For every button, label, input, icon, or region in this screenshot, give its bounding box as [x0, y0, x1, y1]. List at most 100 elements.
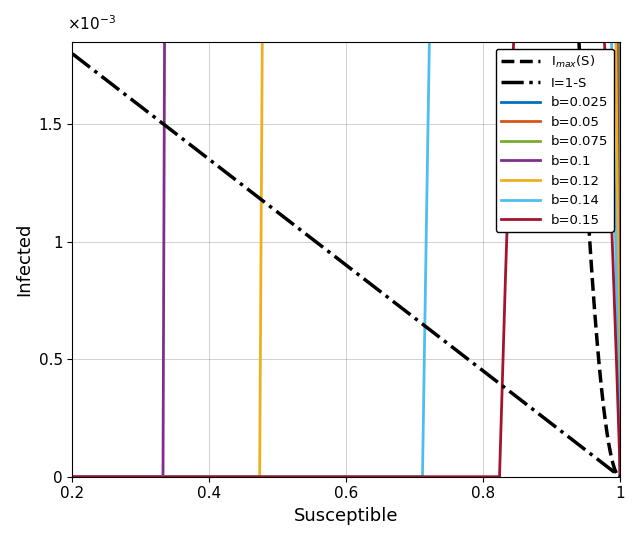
b=0.025: [615, 99, 623, 106]
b=0.075: [614, 138, 622, 144]
b=0.075: [616, 318, 623, 325]
b=0.05: [615, 213, 623, 219]
b=0.025: [616, 248, 623, 254]
I$_{max}$(S): [584, 200, 591, 206]
b=0.075: [614, 96, 622, 103]
b=0.1: [157, 474, 165, 480]
Line: b=0.025: b=0.025: [618, 9, 620, 474]
I$_{max}$(S): [595, 359, 603, 366]
Line: b=0.12: b=0.12: [59, 0, 620, 477]
b=0.1: [57, 474, 65, 480]
b=0.075: [614, 82, 622, 89]
Line: b=0.15: b=0.15: [59, 0, 620, 477]
b=0.075: [614, 40, 622, 47]
b=0.12: [172, 474, 179, 480]
b=0.025: [616, 303, 623, 310]
b=0.14: [612, 287, 620, 294]
b=0.05: [616, 261, 623, 268]
b=0.05: [616, 293, 623, 300]
b=0.05: [616, 278, 623, 284]
b=0.12: [137, 474, 145, 480]
b=0.025: [616, 471, 624, 477]
b=0.05: [615, 180, 623, 187]
b=0.05: [615, 197, 623, 203]
b=0.05: [615, 148, 623, 154]
I$_{max}$(S): [591, 310, 598, 316]
b=0.025: [615, 155, 623, 161]
Legend: I$_{max}$(S), I=1-S, b=0.025, b=0.05, b=0.075, b=0.1, b=0.12, b=0.14, b=0.15: I$_{max}$(S), I=1-S, b=0.025, b=0.05, b=…: [495, 49, 614, 232]
b=0.075: [616, 443, 624, 450]
b=0.025: [615, 136, 623, 143]
b=0.05: [616, 358, 623, 365]
b=0.05: [616, 326, 623, 332]
b=0.05: [616, 245, 623, 252]
b=0.075: [616, 276, 623, 283]
I=1-S: [518, 397, 525, 404]
b=0.15: [55, 474, 63, 480]
b=0.05: [614, 35, 622, 42]
b=0.075: [614, 55, 622, 61]
b=0.075: [615, 249, 623, 255]
b=0.14: [55, 474, 63, 480]
b=0.075: [616, 429, 624, 436]
b=0.05: [616, 471, 624, 477]
b=0.05: [616, 407, 624, 413]
b=0.075: [614, 0, 621, 5]
b=0.075: [616, 374, 623, 380]
X-axis label: Susceptible: Susceptible: [294, 507, 399, 525]
b=0.05: [616, 439, 624, 446]
b=0.05: [614, 3, 622, 9]
b=0.025: [616, 322, 623, 329]
b=0.05: [615, 164, 623, 171]
b=0.05: [615, 116, 623, 123]
b=0.15: [490, 474, 498, 480]
I$_{max}$(S): [588, 271, 596, 277]
b=0.025: [616, 397, 624, 403]
b=0.075: [616, 388, 623, 394]
I$_{max}$(S): [616, 474, 624, 480]
b=0.075: [615, 152, 623, 158]
I=1-S: [616, 474, 624, 480]
b=0.025: [616, 453, 624, 459]
b=0.05: [614, 84, 622, 90]
b=0.15: [616, 471, 624, 477]
b=0.14: [116, 474, 124, 480]
b=0.075: [616, 457, 624, 464]
Line: b=0.14: b=0.14: [59, 0, 620, 477]
Y-axis label: Infected: Infected: [15, 222, 33, 296]
b=0.05: [616, 309, 623, 316]
Line: b=0.075: b=0.075: [618, 2, 620, 474]
b=0.05: [616, 455, 624, 462]
I=1-S: [329, 252, 337, 258]
b=0.025: [615, 192, 623, 199]
b=0.15: [321, 474, 329, 480]
b=0.025: [615, 80, 623, 87]
b=0.075: [615, 262, 623, 269]
b=0.1: [104, 474, 112, 480]
b=0.14: [314, 474, 322, 480]
b=0.12: [220, 474, 227, 480]
b=0.12: [614, 242, 622, 249]
b=0.1: [613, 1, 621, 8]
b=0.1: [55, 474, 63, 480]
b=0.1: [74, 474, 82, 480]
b=0.025: [615, 43, 623, 50]
b=0.025: [616, 434, 624, 441]
b=0.05: [615, 132, 623, 138]
b=0.025: [614, 6, 622, 12]
b=0.05: [616, 423, 624, 429]
b=0.05: [614, 51, 622, 58]
b=0.075: [616, 360, 623, 366]
b=0.15: [141, 474, 149, 480]
b=0.025: [616, 341, 623, 347]
Line: I=1-S: I=1-S: [72, 54, 620, 477]
b=0.1: [616, 471, 624, 477]
b=0.05: [615, 100, 623, 106]
b=0.12: [616, 471, 624, 477]
b=0.025: [616, 285, 623, 292]
Text: $\times10^{-3}$: $\times10^{-3}$: [67, 15, 116, 33]
b=0.025: [615, 173, 623, 180]
b=0.075: [615, 193, 623, 200]
b=0.15: [491, 474, 499, 480]
b=0.075: [614, 110, 622, 116]
